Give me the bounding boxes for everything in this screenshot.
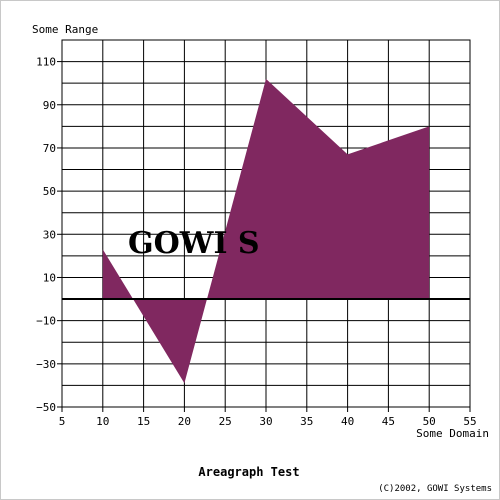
y-tick-label: 30 bbox=[43, 228, 56, 241]
x-tick-label: 55 bbox=[463, 415, 476, 428]
watermark-text: GOWI S bbox=[128, 226, 260, 261]
x-tick-label: 45 bbox=[382, 415, 395, 428]
x-tick-label: 25 bbox=[219, 415, 232, 428]
x-tick-label: 50 bbox=[423, 415, 436, 428]
x-axis-label: Some Domain bbox=[416, 427, 489, 440]
x-tick-label: 10 bbox=[96, 415, 109, 428]
y-tick-label: 110 bbox=[36, 56, 56, 69]
copyright-text: (C)2002, GOWI Systems bbox=[378, 484, 492, 494]
x-tick-label: 35 bbox=[300, 415, 313, 428]
y-tick-label: −50 bbox=[36, 401, 56, 414]
y-tick-label: 10 bbox=[43, 271, 56, 284]
y-tick-label: −30 bbox=[36, 358, 56, 371]
x-tick-label: 40 bbox=[341, 415, 354, 428]
y-tick-label: 70 bbox=[43, 142, 56, 155]
chart-title: Areagraph Test bbox=[198, 465, 299, 479]
x-tick-label: 30 bbox=[259, 415, 272, 428]
area-series bbox=[102, 78, 430, 384]
x-tick-label: 5 bbox=[59, 415, 66, 428]
x-tick-label: 20 bbox=[178, 415, 191, 428]
y-axis-label: Some Range bbox=[32, 23, 98, 36]
y-tick-label: 90 bbox=[43, 99, 56, 112]
x-axis-ticks: 5 10 15 20 25 30 35 40 45 50 55 bbox=[59, 407, 477, 428]
y-tick-label: −10 bbox=[36, 315, 56, 328]
y-axis-ticks: −50 −30 −10 10 30 50 70 90 110 bbox=[36, 56, 62, 414]
y-tick-label: 50 bbox=[43, 185, 56, 198]
x-tick-label: 15 bbox=[137, 415, 150, 428]
